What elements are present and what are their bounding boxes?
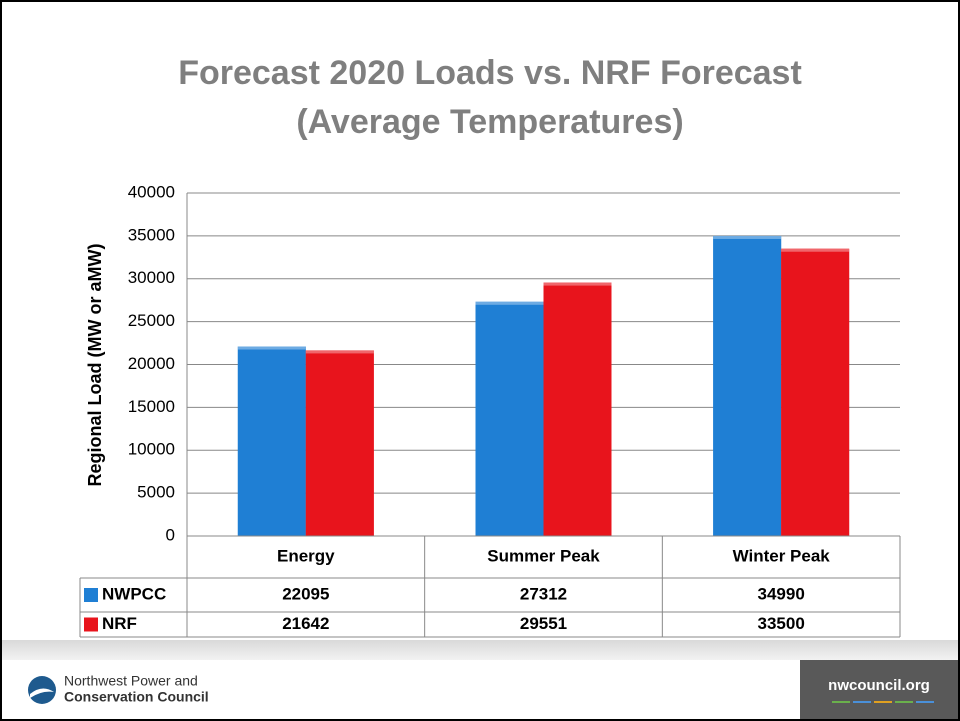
bar-top <box>305 350 374 354</box>
chart-subtitle: (Average Temperatures) <box>296 103 683 141</box>
x-tick-label: Winter Peak <box>733 546 831 565</box>
table-value: 21642 <box>282 614 329 633</box>
bar-shade <box>543 282 612 536</box>
bar-shade <box>781 248 850 537</box>
bar-top <box>475 301 544 305</box>
bar-top <box>237 346 306 350</box>
table-value: 22095 <box>282 584 329 603</box>
y-tick-label: 30000 <box>128 268 175 287</box>
legend-label: NRF <box>102 614 137 633</box>
table-value: 29551 <box>520 614 567 633</box>
logo <box>28 676 56 704</box>
legend-label: NWPCC <box>102 584 166 603</box>
table-value: 27312 <box>520 584 567 603</box>
bar-shade <box>305 350 374 536</box>
footer-url: nwcouncil.org <box>828 677 930 694</box>
y-tick-label: 35000 <box>128 225 175 244</box>
y-tick-label: 15000 <box>128 397 175 416</box>
plot: 0 5000 10000 15000 20000 25000 30000 35000 40000… <box>79 182 901 638</box>
x-tick-label: Energy <box>277 546 335 565</box>
y-tick-label: 10000 <box>128 440 175 459</box>
footer-org: Northwest Power and <box>64 673 198 689</box>
chart-title: Forecast 2020 Loads vs. NRF Forecast <box>178 54 802 92</box>
bar-shade <box>475 301 544 536</box>
y-tick-label: 5000 <box>137 483 175 502</box>
bar-top <box>543 282 612 286</box>
bar-top <box>713 235 782 239</box>
y-tick-label: 25000 <box>128 311 175 330</box>
y-axis-label: Regional Load (MW or aMW) <box>85 244 105 487</box>
footer-band <box>2 640 958 660</box>
footer-org: Conservation Council <box>64 689 209 705</box>
y-tick-label: 0 <box>166 525 175 544</box>
table-value: 34990 <box>758 584 805 603</box>
table-value: 33500 <box>758 614 805 633</box>
x-tick-label: Summer Peak <box>487 546 600 565</box>
bar-shade <box>713 235 782 536</box>
footer-url-box <box>800 660 958 719</box>
legend-swatch <box>84 588 98 602</box>
y-tick-label: 40000 <box>128 182 175 201</box>
bar-top <box>781 248 850 252</box>
legend-swatch <box>84 617 98 632</box>
y-tick-label: 20000 <box>128 354 175 373</box>
bar-shade <box>237 346 306 536</box>
